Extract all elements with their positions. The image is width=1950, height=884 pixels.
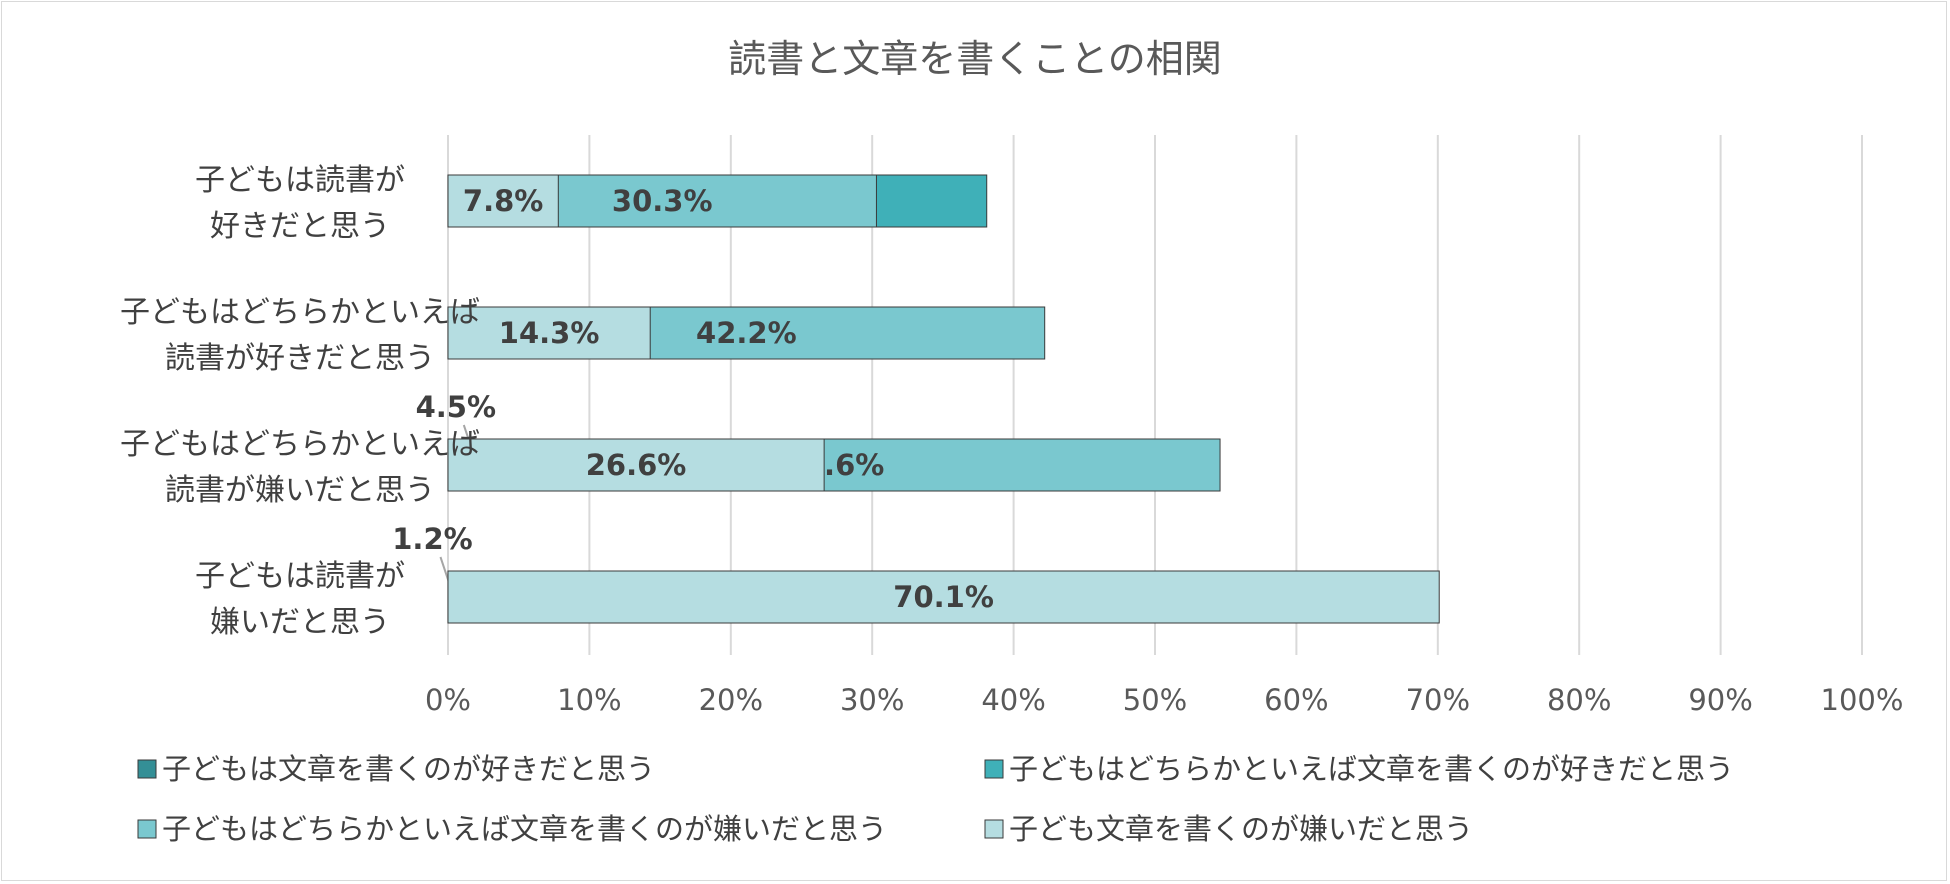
x-tick-label: 60% — [1264, 683, 1328, 717]
category-label: 好きだと思う — [210, 209, 390, 244]
bars: 23.9%38.1%30.3%7.8%6.0%37.4%42.2%14.3%4.… — [392, 174, 1440, 624]
legend-swatch — [984, 819, 1004, 839]
bar-segment — [447, 174, 559, 228]
x-tick-label: 90% — [1688, 683, 1752, 717]
x-tick-label: 50% — [1123, 683, 1187, 717]
x-tick-label: 80% — [1547, 683, 1611, 717]
category-labels: 子どもは読書が好きだと思う子どもはどちらかといえば読書が好きだと思う子どもはどち… — [120, 163, 480, 640]
legend-label: 子どもはどちらかといえば文章を書くのが好きだと思う — [1009, 752, 1734, 786]
data-label: 30.3% — [612, 184, 713, 218]
x-tick-label: 20% — [699, 683, 763, 717]
category-label: 読書が好きだと思う — [165, 341, 435, 376]
legend-swatch — [137, 819, 157, 839]
category-label: 子どもは読書が — [195, 163, 405, 198]
data-label: 4.5% — [416, 390, 496, 424]
x-tick-label: 30% — [840, 683, 904, 717]
x-tick-label: 100% — [1821, 683, 1904, 717]
bar-segment — [447, 570, 1440, 624]
category-label: 読書が嫌いだと思う — [165, 473, 435, 508]
data-label: 26.6% — [586, 448, 687, 482]
legend-swatch — [137, 759, 157, 779]
category-label: 子どもはどちらかといえば — [120, 295, 480, 330]
category-label: 嫌いだと思う — [210, 605, 390, 640]
legend-label: 子どもはどちらかといえば文章を書くのが嫌いだと思う — [162, 812, 887, 846]
data-label: 42.2% — [696, 316, 797, 350]
legend: 子どもは文章を書くのが好きだと思う 子どもはどちらかといえば文章を書くのが好きだと… — [137, 752, 1734, 846]
x-axis-ticks: 0% 10% 20% 30% 40% 50% 60% 70% 80% 90% 100% — [425, 683, 1903, 717]
data-label: 7.8% — [463, 184, 543, 218]
category-label: 子どもはどちらかといえば — [120, 427, 480, 462]
legend-label: 子ども文章を書くのが嫌いだと思う — [1009, 812, 1473, 846]
chart-title: 読書と文章を書くことの相関 — [728, 37, 1222, 81]
x-tick-label: 10% — [557, 683, 621, 717]
bar-segment — [447, 306, 651, 360]
bar-segment — [447, 438, 825, 492]
category-label: 子どもは読書が — [195, 559, 405, 594]
x-tick-label: 70% — [1406, 683, 1470, 717]
x-tick-label: 0% — [425, 683, 471, 717]
data-label: 70.1% — [893, 580, 994, 614]
x-tick-label: 40% — [981, 683, 1045, 717]
data-label: 1.2% — [392, 522, 472, 556]
legend-label: 子どもは文章を書くのが好きだと思う — [162, 752, 655, 786]
legend-swatch — [984, 759, 1004, 779]
data-label: 14.3% — [499, 316, 600, 350]
